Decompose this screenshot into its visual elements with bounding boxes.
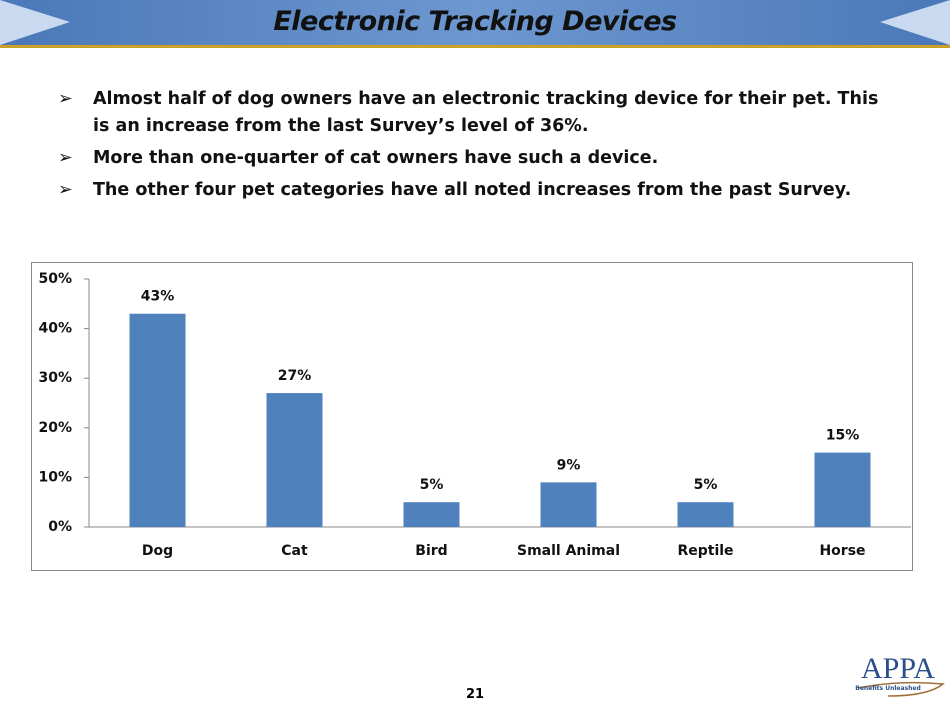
bar — [677, 502, 734, 527]
bullet: The other four pet categories have all n… — [58, 177, 888, 204]
logo-tagline: Benefits Unleashed — [855, 685, 920, 692]
page-number: 21 — [465, 687, 485, 702]
bar — [266, 393, 323, 527]
logo: APPA Benefits Unleashed — [855, 652, 945, 697]
bar — [540, 482, 597, 527]
y-tick-label: 30% — [38, 370, 72, 386]
y-tick-label: 50% — [38, 271, 72, 287]
x-tick-label: Small Animal — [517, 543, 620, 559]
y-tick-label: 40% — [38, 321, 72, 337]
bar — [814, 452, 871, 527]
y-tick-label: 10% — [38, 469, 72, 485]
chart: 0% 10% 20% 30% 40% 50% Dog 43% Cat 27% Bird 5% Small… — [31, 262, 913, 571]
title-bar — [0, 0, 950, 48]
bar — [403, 502, 460, 527]
slide-title: Electronic Tracking Devices — [273, 6, 677, 37]
value-label: 15% — [826, 428, 860, 444]
y-tick-label: 0% — [48, 519, 72, 535]
logo-name: APPA — [861, 652, 935, 685]
x-tick-label: Bird — [415, 543, 447, 559]
value-label: 43% — [141, 289, 175, 305]
bullet: Almost half of dog owners have an electr… — [58, 86, 888, 140]
bar — [129, 313, 186, 527]
value-label: 27% — [278, 368, 312, 384]
bullet: More than one-quarter of cat owners have… — [58, 145, 888, 172]
value-label: 5% — [694, 477, 718, 493]
bullet-list: Almost half of dog owners have an electr… — [58, 86, 888, 209]
x-tick-label: Horse — [819, 543, 865, 559]
x-tick-label: Dog — [142, 543, 173, 559]
value-label: 5% — [420, 477, 444, 493]
x-tick-label: Reptile — [677, 543, 733, 559]
x-tick-label: Cat — [281, 543, 308, 559]
y-tick-label: 20% — [38, 420, 72, 436]
value-label: 9% — [557, 457, 581, 473]
